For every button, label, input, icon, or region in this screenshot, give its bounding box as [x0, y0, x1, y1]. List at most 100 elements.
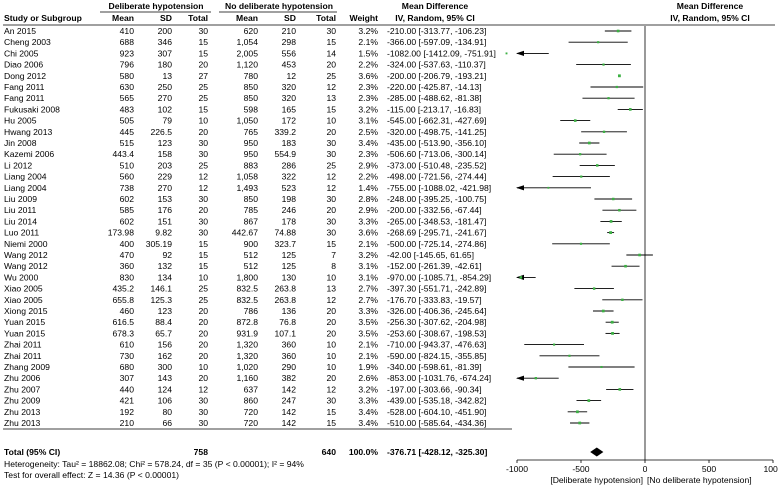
point-estimate-marker — [602, 63, 605, 66]
cell-ci: -285.00 [-488.62, -81.38] — [387, 93, 482, 103]
cell-mean2: 1,054 — [236, 37, 258, 47]
point-estimate-marker — [597, 41, 600, 44]
cell-mean1: 421 — [120, 396, 135, 406]
cell-ci: -1082.00 [-1412.09, -751.91] — [387, 48, 496, 58]
cell-sd2: 12 — [286, 71, 296, 81]
cell-total2: 12 — [326, 384, 336, 394]
cell-total2: 15 — [326, 104, 336, 114]
table-row: Zhai 2011 730 162 20 1,320 360 10 2.1% -590.00 [… — [4, 351, 486, 361]
cell-sd1: 250 — [158, 82, 173, 92]
point-estimate-marker — [579, 242, 583, 245]
cell-total1: 30 — [198, 138, 208, 148]
cell-total1: 25 — [198, 82, 208, 92]
cell-sd2: 263.8 — [274, 284, 296, 294]
cell-total1: 20 — [198, 351, 208, 361]
header-weight: Weight — [350, 13, 379, 23]
cell-weight: 2.9% — [358, 160, 378, 170]
cell-total1: 30 — [198, 418, 208, 428]
point-estimate-marker — [611, 332, 614, 335]
cell-weight: 2.1% — [358, 37, 378, 47]
study-name: Dong 2012 — [4, 71, 46, 81]
study-name: Zhang 2009 — [4, 362, 50, 372]
cell-weight: 3.5% — [358, 317, 378, 327]
cell-sd1: 123 — [158, 306, 173, 316]
cell-sd1: 270 — [158, 93, 173, 103]
point-estimate-marker — [601, 309, 605, 313]
cell-total2: 15 — [326, 418, 336, 428]
point-estimate-marker — [615, 85, 618, 89]
cell-mean2: 442.67 — [232, 228, 259, 238]
cell-mean2: 867 — [244, 216, 259, 226]
cell-sd2: 165 — [282, 104, 297, 114]
cell-total1: 15 — [198, 261, 208, 271]
cell-total2: 10 — [326, 116, 336, 126]
cell-mean1: 445 — [120, 127, 135, 137]
table-row: Cheng 2003 688 346 15 1,054 298 15 2.1% -366.00 … — [4, 37, 486, 47]
cell-weight: 2.8% — [358, 194, 378, 204]
cell-total1: 30 — [198, 407, 208, 417]
cell-sd1: 88.4 — [155, 317, 172, 327]
header-sd1: SD — [160, 13, 172, 23]
cell-sd1: 200 — [158, 26, 173, 36]
cell-total1: 20 — [198, 60, 208, 70]
axis-right-label: [No deliberate hypotension] — [647, 475, 752, 485]
study-rows: An 2015 410 200 30 620 210 30 3.2% -210.00 [-313… — [4, 26, 496, 428]
table-row: Fang 2011 565 270 25 850 320 13 2.3% -285.00 [-4… — [4, 93, 482, 103]
cell-sd1: 65.7 — [155, 328, 172, 338]
cell-total2: 20 — [326, 60, 336, 70]
cell-mean2: 598 — [244, 104, 259, 114]
table-row: Zhu 2009 421 106 30 860 247 30 3.3% -439.00 [-53… — [4, 396, 486, 406]
cell-weight: 3.6% — [358, 71, 378, 81]
cell-weight: 1.4% — [358, 183, 378, 193]
cell-sd1: 346 — [158, 37, 173, 47]
cell-total1: 25 — [198, 295, 208, 305]
cell-mean2: 720 — [244, 418, 259, 428]
cell-total1: 30 — [198, 26, 208, 36]
cell-ci: -340.00 [-598.61, -81.39] — [387, 362, 482, 372]
cell-total1: 10 — [198, 272, 208, 282]
cell-total1: 15 — [198, 250, 208, 260]
cell-mean1: 192 — [120, 407, 135, 417]
cell-sd1: 229 — [158, 172, 173, 182]
study-name: Cheng 2003 — [4, 37, 51, 47]
total-weight: 100.0% — [349, 447, 379, 457]
cell-ci: -320.00 [-498.75, -141.25] — [387, 127, 486, 137]
cell-sd1: 307 — [158, 48, 173, 58]
table-row: Liang 2004 738 270 12 1,493 523 12 1.4% -755.00 … — [4, 183, 491, 193]
cell-ci: -506.60 [-713.06, -300.14] — [387, 149, 486, 159]
cell-total2: 30 — [326, 149, 336, 159]
cell-weight: 3.3% — [358, 396, 378, 406]
summary-diamond — [590, 447, 604, 457]
cell-mean2: 620 — [244, 26, 259, 36]
cell-total2: 10 — [326, 351, 336, 361]
cell-mean2: 512 — [244, 261, 259, 271]
x-tick-label: 500 — [702, 464, 717, 474]
study-name: Zhu 2009 — [4, 396, 41, 406]
total-n1: 758 — [194, 447, 209, 457]
table-row: Yuan 2015 678.3 65.7 20 931.9 107.1 20 3.5% -253… — [4, 328, 486, 338]
point-estimate-marker — [624, 264, 627, 268]
cell-sd2: 125 — [282, 250, 297, 260]
total-n2: 640 — [322, 447, 337, 457]
cell-weight: 3.4% — [358, 418, 378, 428]
cell-sd2: 556 — [282, 48, 297, 58]
cell-weight: 3.2% — [358, 26, 378, 36]
cell-sd2: 74.88 — [274, 228, 296, 238]
cell-mean2: 1,320 — [236, 340, 258, 350]
x-tick-label: -1000 — [506, 464, 528, 474]
cell-mean2: 950 — [244, 138, 259, 148]
study-name: Zhu 2007 — [4, 384, 41, 394]
table-row: Yuan 2015 616.5 88.4 20 872.8 76.8 20 3.5% -256.… — [4, 317, 486, 327]
cell-mean1: 173.98 — [108, 228, 135, 238]
point-estimate-marker — [612, 197, 615, 201]
study-name: Wu 2000 — [4, 272, 38, 282]
cell-total1: 30 — [198, 396, 208, 406]
table-row: Luo 2011 173.98 9.82 30 442.67 74.88 30 3.6% -26… — [4, 228, 486, 238]
cell-total2: 30 — [326, 26, 336, 36]
cell-ci: -498.00 [-721.56, -274.44] — [387, 172, 486, 182]
table-row: Liang 2004 560 229 12 1,058 322 12 2.2% -498.00 … — [4, 172, 486, 182]
cell-sd1: 305.19 — [146, 239, 173, 249]
cell-weight: 2.6% — [358, 373, 378, 383]
total-ci: -376.71 [-428.12, -325.30] — [387, 447, 487, 457]
table-row: Liu 2009 602 153 30 850 198 30 2.8% -248.00 [-39… — [4, 194, 486, 204]
